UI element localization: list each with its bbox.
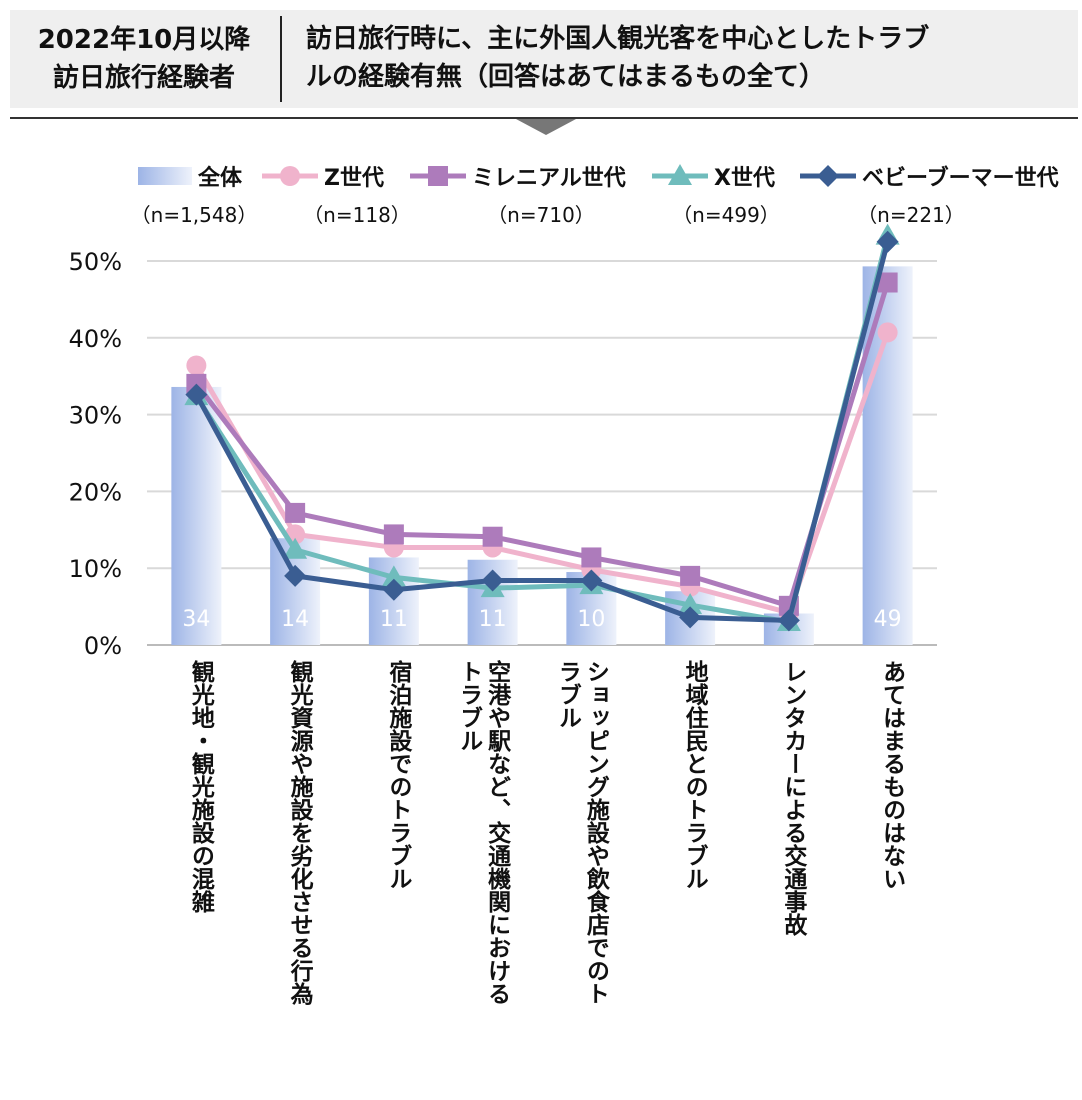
data-point bbox=[678, 593, 703, 615]
bar-value-label: 14 bbox=[281, 607, 309, 632]
y-tick-label: 20% bbox=[69, 478, 122, 506]
legend-label: ミレニアル世代 bbox=[472, 166, 626, 191]
data-point bbox=[283, 537, 308, 559]
data-point bbox=[777, 609, 800, 632]
data-point bbox=[877, 272, 898, 293]
bar-value-label: 11 bbox=[479, 607, 507, 632]
data-point bbox=[668, 164, 692, 185]
data-point bbox=[680, 565, 701, 586]
y-tick-label: 0% bbox=[84, 632, 122, 660]
data-point bbox=[186, 355, 207, 376]
y-tick-label: 50% bbox=[69, 248, 122, 276]
legend-sample-size: （n=221） bbox=[857, 203, 965, 227]
data-point bbox=[877, 322, 898, 343]
legend-swatch bbox=[138, 167, 192, 185]
bar-value-label: 49 bbox=[874, 607, 902, 632]
legend-sample-size: （n=499） bbox=[672, 203, 780, 227]
legend-label: 全体 bbox=[197, 165, 243, 191]
legend-item: ミレニアル世代 （n=710） bbox=[410, 166, 626, 227]
y-tick-label: 30% bbox=[69, 402, 122, 430]
x-category-label: レンタカーによる交通事故 bbox=[779, 660, 806, 936]
data-point bbox=[185, 383, 208, 406]
y-tick-label: 10% bbox=[69, 555, 122, 583]
bar-value-label: 11 bbox=[380, 607, 408, 632]
legend-label: X世代 bbox=[714, 166, 775, 191]
x-category-label: 宿泊施設でのトラブル bbox=[384, 660, 411, 890]
legend-sample-size: （n=1,548） bbox=[131, 203, 258, 227]
data-point bbox=[679, 606, 702, 629]
legend-label: Z世代 bbox=[324, 166, 384, 191]
respondent-condition-line: 2022年10月以降 bbox=[37, 25, 251, 55]
header-divider bbox=[280, 16, 282, 102]
y-axis: 0% 10% 20% 30% 40% 50% bbox=[69, 248, 122, 660]
header-rule bbox=[10, 117, 1078, 119]
series-diamond bbox=[185, 230, 899, 632]
down-arrow-icon bbox=[516, 119, 576, 135]
x-category-label: 観光地・観光施設の混雑 bbox=[187, 660, 214, 913]
legend-sample-size: （n=118） bbox=[303, 203, 411, 227]
respondent-condition: 2022年10月以降 訪日旅行経験者 bbox=[10, 10, 278, 108]
series-lines bbox=[184, 223, 900, 632]
data-point bbox=[381, 565, 406, 587]
x-category-label: 地域住民とのトラブル bbox=[681, 660, 708, 890]
legend-item: X世代 （n=499） bbox=[652, 164, 780, 227]
data-point bbox=[580, 569, 603, 592]
x-category-label: あてはまるものはない bbox=[878, 660, 905, 890]
data-point bbox=[817, 165, 839, 187]
legend: 全体 （n=1,548） Z世代 （n=118） ミレニアル世代 （n=710） X世代 （n… bbox=[131, 164, 1059, 227]
data-point bbox=[428, 166, 448, 186]
legend-label: ベビーブーマー世代 bbox=[862, 165, 1059, 191]
x-category-label: 観光資源や施設を劣化させる行為 bbox=[286, 660, 313, 1005]
data-point bbox=[382, 578, 405, 601]
question-line: 訪日旅行時に、主に外国人観光客を中心としたトラブ bbox=[306, 24, 930, 54]
legend-item: ベビーブーマー世代 （n=221） bbox=[800, 165, 1059, 227]
series-line bbox=[194, 331, 890, 616]
series-line bbox=[194, 241, 891, 623]
legend-item: 全体 （n=1,548） bbox=[131, 165, 258, 227]
legend-item: Z世代 （n=118） bbox=[262, 166, 411, 227]
data-point bbox=[876, 230, 899, 253]
series-line bbox=[194, 281, 891, 609]
data-point bbox=[581, 547, 602, 568]
legend-sample-size: （n=710） bbox=[487, 203, 595, 227]
respondent-condition-line: 訪日旅行経験者 bbox=[52, 63, 235, 93]
question-text: 訪日旅行時に、主に外国人観光客を中心としたトラブ ルの経験有無（回答はあてはまる… bbox=[306, 20, 1066, 96]
data-point bbox=[285, 502, 306, 523]
bar-value-label: 10 bbox=[577, 607, 605, 632]
data-point bbox=[280, 166, 300, 186]
y-tick-label: 40% bbox=[69, 325, 122, 353]
x-category-label: ショッピング施設や飲食店でのト ラブル bbox=[554, 660, 609, 1005]
data-point bbox=[284, 564, 307, 587]
data-point bbox=[383, 524, 404, 545]
x-category-label: 空港や駅など、交通機関における トラブル bbox=[455, 660, 510, 1005]
chart-header: 2022年10月以降 訪日旅行経験者 訪日旅行時に、主に外国人観光客を中心とした… bbox=[10, 10, 1078, 108]
bar-value-label: 34 bbox=[182, 607, 210, 632]
data-point bbox=[481, 569, 504, 592]
data-point bbox=[482, 526, 503, 547]
question-line: ルの経験有無（回答はあてはまるもの全て） bbox=[306, 62, 825, 92]
chart: 全体 （n=1,548） Z世代 （n=118） ミレニアル世代 （n=710） X世代 （n… bbox=[69, 164, 1059, 660]
